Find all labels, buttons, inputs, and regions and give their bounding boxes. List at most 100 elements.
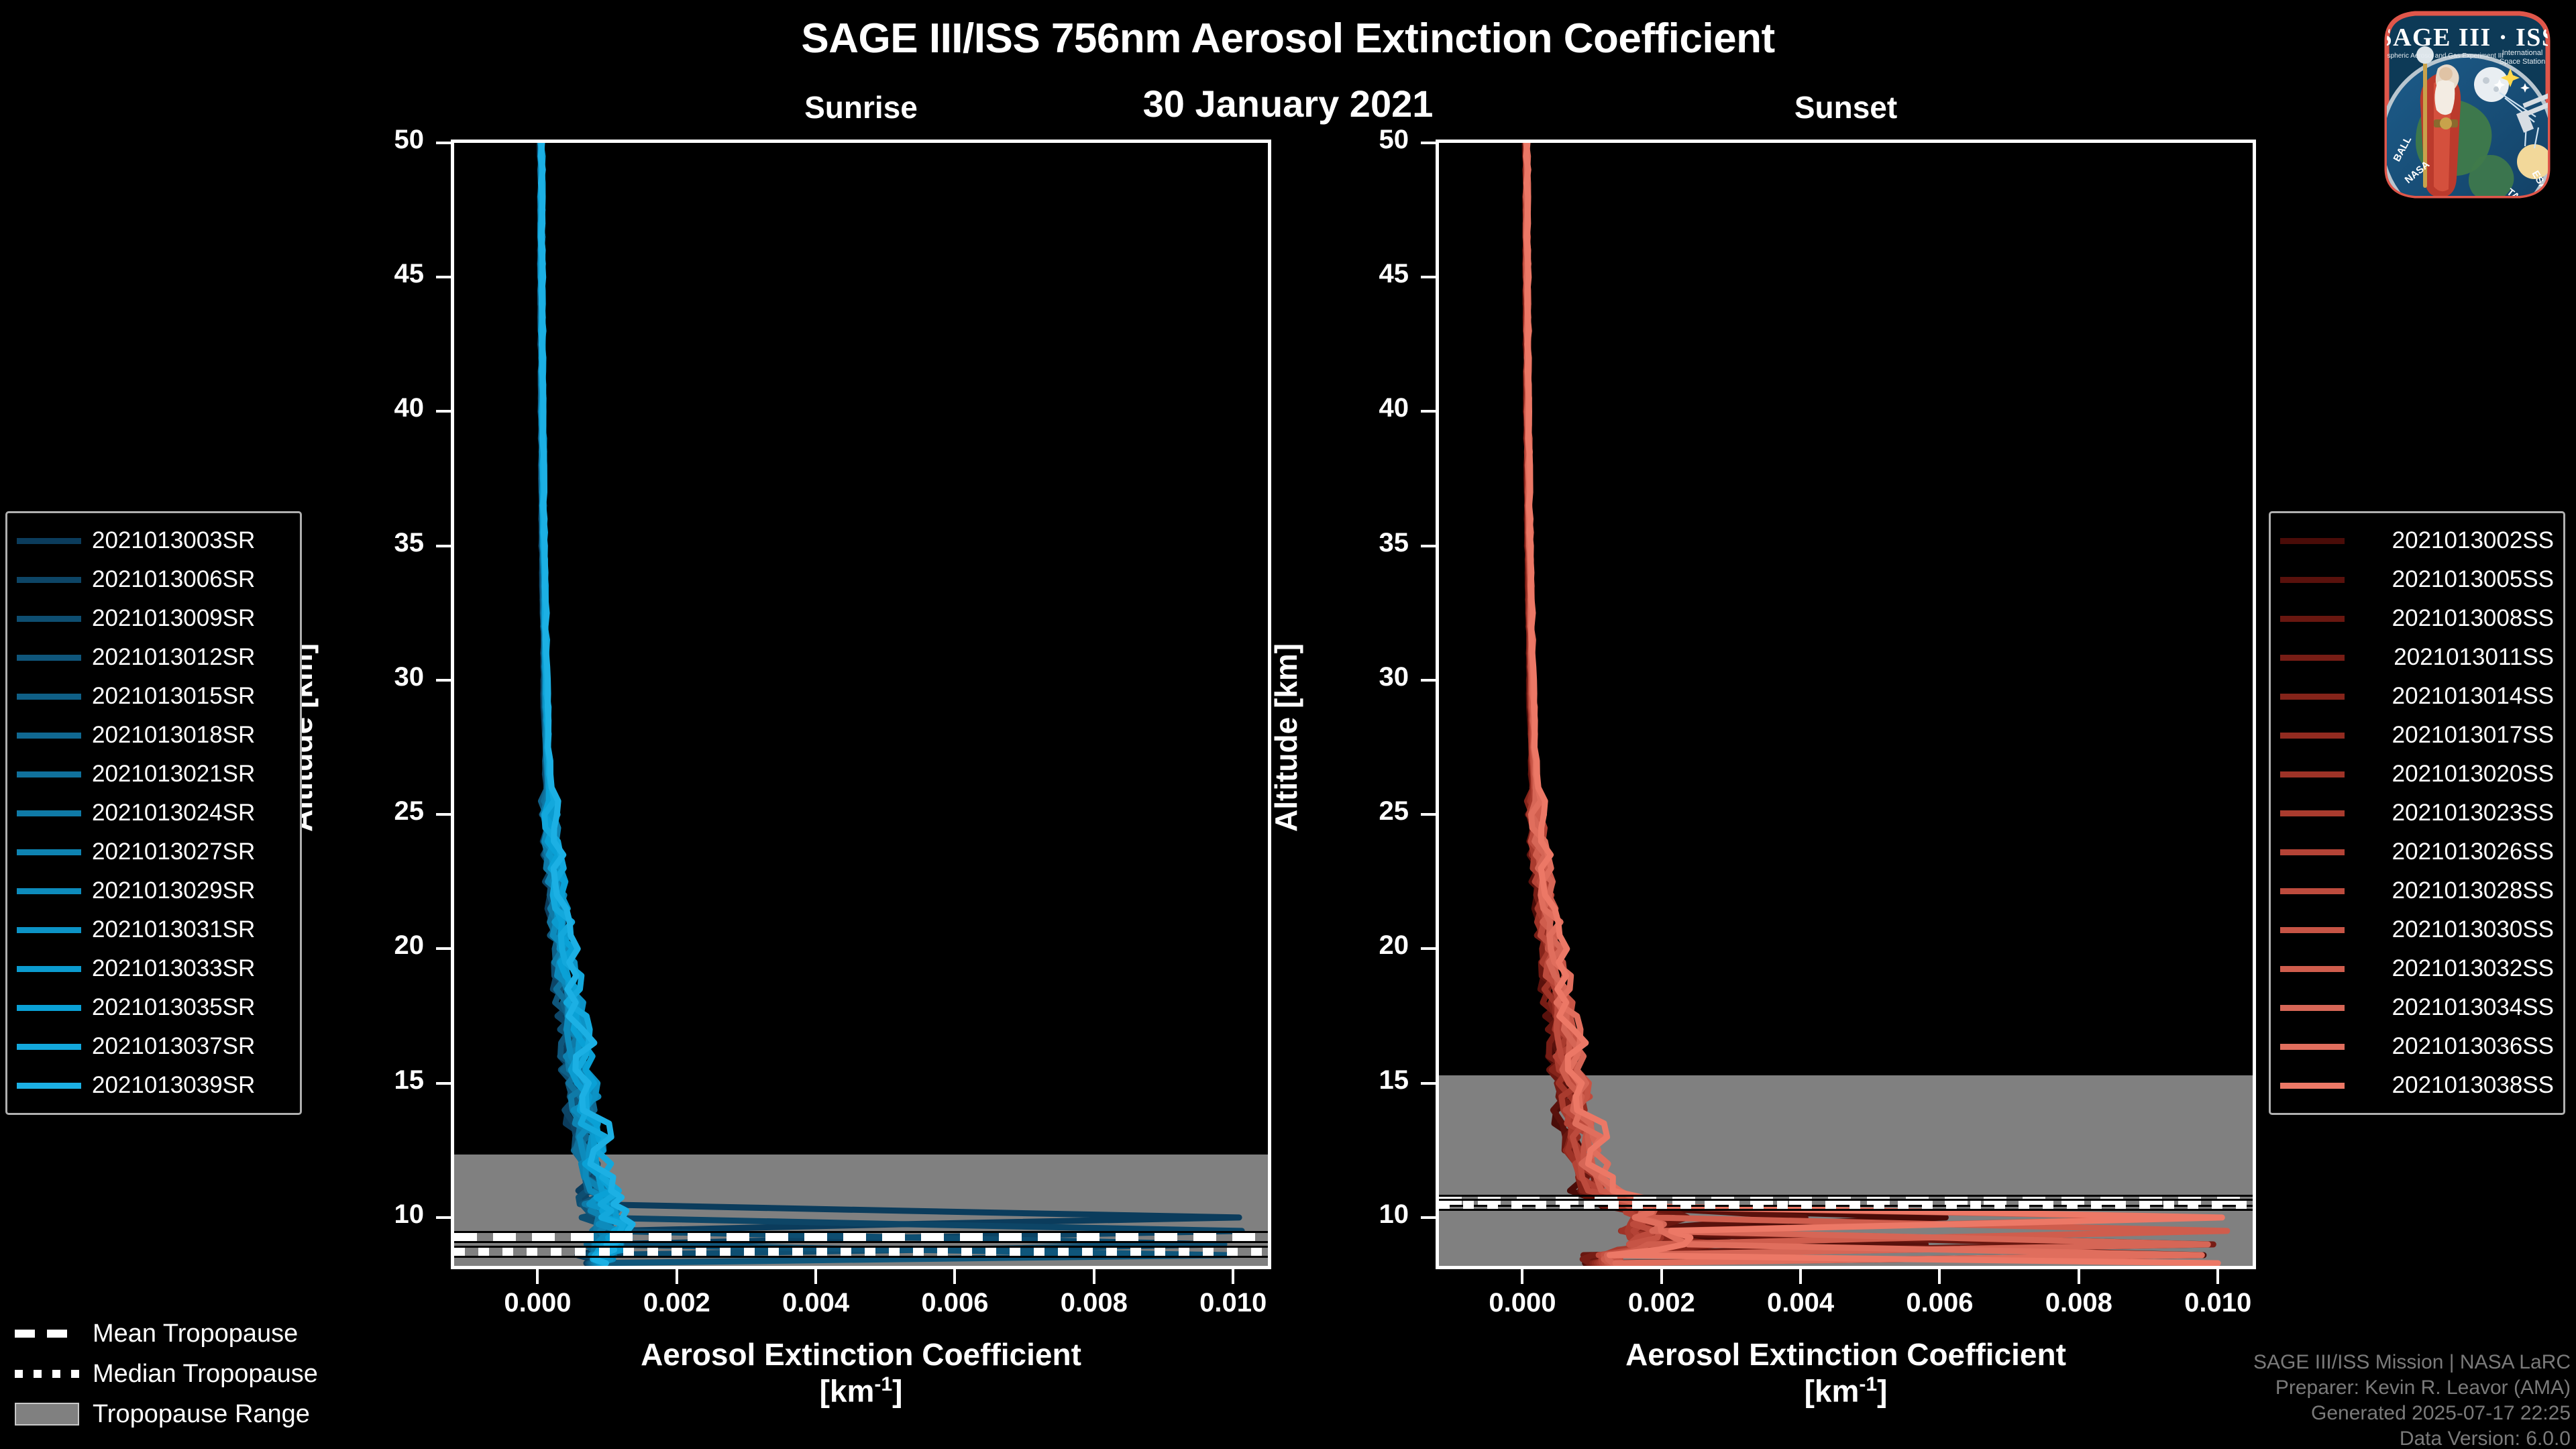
svg-text:Space Station: Space Station bbox=[2500, 58, 2546, 66]
legend-color-swatch bbox=[17, 926, 81, 933]
dashed-line-icon bbox=[15, 1330, 79, 1338]
credits-mission: SAGE III/ISS Mission | NASA LaRC bbox=[2253, 1351, 2571, 1373]
y-axis-tick-mark bbox=[1421, 276, 1436, 279]
legend-item-event[interactable]: 2021013014SS bbox=[2280, 677, 2554, 716]
profile-trace bbox=[1526, 143, 2212, 1263]
legend-item-event[interactable]: 2021013017SS bbox=[2280, 716, 2554, 755]
y-axis-tick-mark bbox=[1421, 1216, 1436, 1219]
legend-item-event[interactable]: 2021013018SR bbox=[17, 716, 290, 755]
legend-item-event[interactable]: 2021013031SR bbox=[17, 910, 290, 949]
legend-item-event[interactable]: 2021013035SR bbox=[17, 988, 290, 1027]
legend-sunset[interactable]: 2021013002SS 2021013005SS 2021013008SS 2021… bbox=[2269, 511, 2565, 1115]
legend-item-event[interactable]: 2021013023SS bbox=[2280, 794, 2554, 833]
legend-event-label: 2021013018SR bbox=[92, 722, 256, 748]
profile-trace bbox=[541, 143, 1230, 1263]
legend-color-swatch bbox=[17, 965, 81, 972]
x-axis-tick-mark bbox=[1232, 1269, 1235, 1284]
profile-trace bbox=[541, 143, 633, 1263]
legend-item-event[interactable]: 2021013039SR bbox=[17, 1066, 290, 1105]
legend-sunrise[interactable]: 2021013003SR 2021013006SR 2021013009SR 2021… bbox=[5, 511, 302, 1115]
legend-event-label: 2021013021SR bbox=[92, 761, 256, 787]
legend-event-label: 2021013014SS bbox=[2392, 683, 2554, 709]
legend-item-event[interactable]: 2021013011SS bbox=[2280, 638, 2554, 677]
legend-item-event[interactable]: 2021013020SS bbox=[2280, 755, 2554, 794]
legend-item-event[interactable]: 2021013037SR bbox=[17, 1027, 290, 1066]
legend-color-swatch bbox=[17, 771, 81, 777]
legend-color-swatch bbox=[2280, 810, 2345, 816]
legend-item-event[interactable]: 2021013026SS bbox=[2280, 833, 2554, 871]
y-axis-tick-label: 30 bbox=[1379, 661, 1409, 692]
legend-event-label: 2021013031SR bbox=[92, 916, 256, 943]
y-axis-tick-label: 40 bbox=[394, 393, 425, 423]
legend-event-label: 2021013035SR bbox=[92, 994, 256, 1020]
legend-event-label: 2021013009SR bbox=[92, 605, 256, 631]
y-axis-tick-mark bbox=[1421, 1081, 1436, 1085]
tropopause-legend: Mean Tropopause Median Tropopause Tropop… bbox=[15, 1313, 364, 1434]
legend-item-event[interactable]: 2021013024SR bbox=[17, 794, 290, 833]
legend-item-event[interactable]: 2021013021SR bbox=[17, 755, 290, 794]
legend-item-event[interactable]: 2021013033SR bbox=[17, 949, 290, 988]
profile-trace bbox=[1525, 143, 2204, 1263]
legend-event-label: 2021013038SS bbox=[2392, 1072, 2554, 1098]
legend-event-label: 2021013032SS bbox=[2392, 955, 2554, 981]
legend-label-tropopause-range: Tropopause Range bbox=[93, 1399, 310, 1428]
legend-label-median-tropopause: Median Tropopause bbox=[93, 1359, 318, 1388]
plot-panel-sunrise bbox=[451, 140, 1271, 1269]
profile-trace bbox=[1525, 143, 2213, 1263]
y-axis-tick-mark bbox=[436, 1216, 451, 1219]
legend-item-event[interactable]: 2021013009SR bbox=[17, 599, 290, 638]
svg-text:International: International bbox=[2502, 49, 2543, 57]
x-axis-tick-label: 0.006 bbox=[921, 1288, 989, 1318]
legend-item-event[interactable]: 2021013006SR bbox=[17, 560, 290, 599]
legend-item-event[interactable]: 2021013034SS bbox=[2280, 988, 2554, 1027]
y-axis-tick-label: 10 bbox=[1379, 1199, 1409, 1229]
y-axis-tick-mark bbox=[1421, 678, 1436, 682]
profile-trace bbox=[540, 143, 1242, 1263]
legend-event-label: 2021013026SS bbox=[2392, 839, 2554, 865]
x-axis-tick-label: 0.004 bbox=[782, 1288, 850, 1318]
y-axis-tick-label: 25 bbox=[1379, 796, 1409, 826]
y-axis-tick-label: 15 bbox=[1379, 1065, 1409, 1095]
legend-item-event[interactable]: 2021013015SR bbox=[17, 677, 290, 716]
y-axis-tick-label: 35 bbox=[394, 527, 425, 557]
x-axis-tick-label: 0.002 bbox=[643, 1288, 710, 1318]
legend-color-swatch bbox=[17, 849, 81, 855]
plot-panel-sunset bbox=[1436, 140, 2256, 1269]
legend-item-event[interactable]: 2021013002SS bbox=[2280, 521, 2554, 560]
x-axis-tick-label: 0.004 bbox=[1767, 1288, 1835, 1318]
legend-item-event[interactable]: 2021013003SR bbox=[17, 521, 290, 560]
legend-item-event[interactable]: 2021013005SS bbox=[2280, 560, 2554, 599]
legend-color-swatch bbox=[2280, 1082, 2345, 1089]
y-axis-tick-label: 40 bbox=[1379, 393, 1409, 423]
profile-trace bbox=[1525, 143, 1661, 1263]
y-axis-tick-mark bbox=[436, 276, 451, 279]
legend-color-swatch bbox=[2280, 771, 2345, 777]
legend-item-tropopause-range: Tropopause Range bbox=[15, 1394, 364, 1434]
legend-color-swatch bbox=[2280, 732, 2345, 739]
legend-item-event[interactable]: 2021013027SR bbox=[17, 833, 290, 871]
x-axis-tick-label: 0.006 bbox=[1906, 1288, 1974, 1318]
legend-item-event[interactable]: 2021013029SR bbox=[17, 871, 290, 910]
y-axis-tick-label: 20 bbox=[394, 930, 425, 961]
legend-item-event[interactable]: 2021013012SR bbox=[17, 638, 290, 677]
legend-color-swatch bbox=[2280, 654, 2345, 661]
legend-item-event[interactable]: 2021013038SS bbox=[2280, 1066, 2554, 1105]
legend-event-label: 2021013002SS bbox=[2392, 527, 2554, 553]
legend-item-event[interactable]: 2021013030SS bbox=[2280, 910, 2554, 949]
y-axis-tick-mark bbox=[436, 813, 451, 816]
legend-color-swatch bbox=[17, 693, 81, 700]
x-axis-tick-mark bbox=[953, 1269, 957, 1284]
credits-block: SAGE III/ISS Mission | NASA LaRC Prepare… bbox=[2253, 1350, 2571, 1449]
legend-item-event[interactable]: 2021013008SS bbox=[2280, 599, 2554, 638]
legend-color-swatch bbox=[2280, 537, 2345, 544]
legend-label-mean-tropopause: Mean Tropopause bbox=[93, 1319, 299, 1348]
legend-item-event[interactable]: 2021013032SS bbox=[2280, 949, 2554, 988]
y-axis-tick-mark bbox=[1421, 142, 1436, 144]
legend-event-label: 2021013036SS bbox=[2392, 1033, 2554, 1059]
legend-item-event[interactable]: 2021013036SS bbox=[2280, 1027, 2554, 1066]
y-axis-tick-label: 50 bbox=[1379, 125, 1409, 154]
y-axis-tick-mark bbox=[1421, 410, 1436, 413]
credits-generated: Generated 2025-07-17 22:25 bbox=[2311, 1402, 2571, 1425]
legend-item-event[interactable]: 2021013028SS bbox=[2280, 871, 2554, 910]
svg-text:SAGE III · ISS: SAGE III · ISS bbox=[2377, 23, 2557, 52]
